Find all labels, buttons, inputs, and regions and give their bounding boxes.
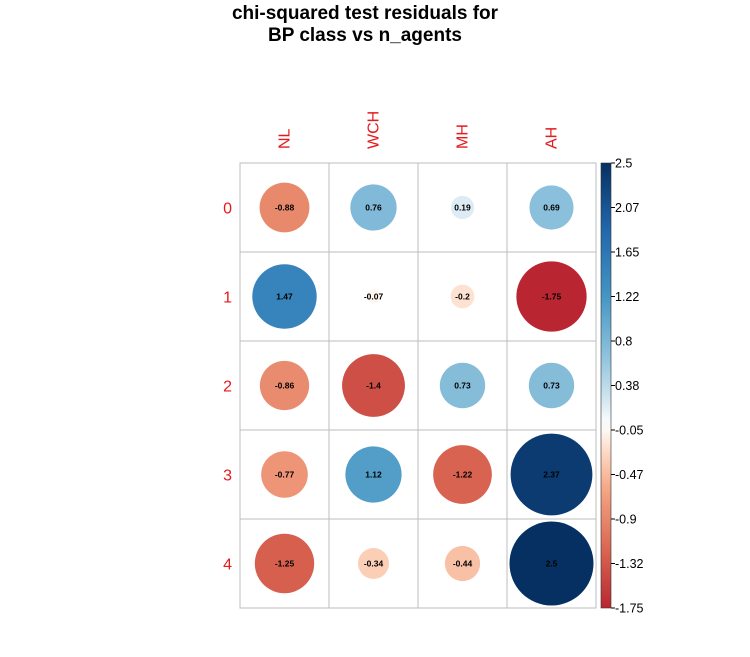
colorbar-tick-label: -1.75 — [615, 602, 644, 616]
colorbar-tick-label: -0.05 — [615, 424, 644, 438]
value-label: 1.12 — [365, 470, 382, 480]
colorbar-tick-label: 2.07 — [615, 201, 639, 215]
row-label: 3 — [223, 468, 232, 485]
residual-circle — [516, 261, 587, 332]
residual-circle — [444, 545, 481, 582]
chart-title-line-1: chi-squared test residuals for — [231, 3, 499, 24]
colorbar-tick-label: 1.65 — [615, 246, 639, 260]
value-label: -0.34 — [364, 559, 384, 569]
value-label: 0.69 — [543, 203, 560, 213]
chart-title: chi-squared test residuals for BP class … — [0, 3, 730, 47]
residual-circle — [252, 264, 317, 329]
residual-circles: -0.88 0.76 0.19 0.69 1.47 -0.07 -0.2 -1.75 -0.86… — [252, 182, 594, 606]
residual-circle — [509, 521, 594, 606]
residual-circle — [450, 195, 475, 220]
row-label: 4 — [223, 557, 232, 574]
column-label: WCH — [366, 111, 383, 149]
value-label: -0.44 — [453, 559, 473, 569]
residual-circle — [358, 548, 389, 579]
value-label: -1.22 — [453, 470, 473, 480]
value-label: -0.88 — [275, 203, 295, 213]
residual-circle — [450, 284, 475, 309]
row-label: 1 — [223, 290, 232, 307]
row-label: 2 — [223, 379, 232, 396]
colorbar-tick-label: 1.22 — [615, 290, 639, 304]
colorbar-tick-label: 0.8 — [615, 335, 632, 349]
value-label: 0.73 — [543, 381, 560, 391]
column-label: MH — [455, 124, 472, 149]
residual-circle — [528, 362, 575, 409]
value-label: 2.5 — [546, 559, 558, 569]
value-label: 0.19 — [454, 203, 471, 213]
value-label: -1.25 — [275, 559, 295, 569]
residual-circle — [342, 354, 405, 417]
column-label: NL — [277, 128, 294, 149]
value-label: 1.47 — [276, 292, 293, 302]
residual-circle — [345, 446, 402, 503]
value-label: -0.07 — [364, 292, 384, 302]
colorbar-tick-label: -1.32 — [615, 557, 644, 571]
value-label: -1.75 — [542, 292, 562, 302]
chart-title-line-2: BP class vs n_agents — [268, 25, 462, 46]
residual-circle — [366, 289, 381, 304]
colorbar-tick-label: 2.5 — [615, 157, 632, 171]
colorbar-gradient — [600, 162, 612, 609]
residual-circle — [433, 445, 492, 504]
column-label: AH — [544, 127, 561, 149]
value-label: -1.4 — [366, 381, 381, 391]
value-label: -0.2 — [455, 292, 470, 302]
residual-circle — [350, 184, 397, 231]
axis-labels: NL WCH MH AH 0 1 2 3 4 — [223, 111, 560, 574]
residual-circle — [261, 451, 308, 498]
colorbar-tick-label: -0.9 — [615, 513, 637, 527]
residual-circle — [529, 185, 574, 230]
residual-circle — [439, 362, 486, 409]
value-label: 0.76 — [365, 203, 382, 213]
residual-circle — [259, 182, 310, 233]
residual-circle — [254, 533, 315, 594]
row-label: 0 — [223, 201, 232, 218]
value-label: 2.37 — [543, 470, 560, 480]
colorbar-tick-label: 0.38 — [615, 379, 639, 393]
residual-circle — [259, 360, 310, 411]
value-label: -0.86 — [275, 381, 295, 391]
colorbar: 2.5 2.07 1.65 1.22 0.8 0.38 -0.05 -0.47 -0.9 -1.3… — [600, 157, 644, 616]
colorbar-tick-label: -0.47 — [615, 468, 644, 482]
residual-circle — [510, 433, 593, 516]
value-label: -0.77 — [275, 470, 295, 480]
value-label: 0.73 — [454, 381, 471, 391]
